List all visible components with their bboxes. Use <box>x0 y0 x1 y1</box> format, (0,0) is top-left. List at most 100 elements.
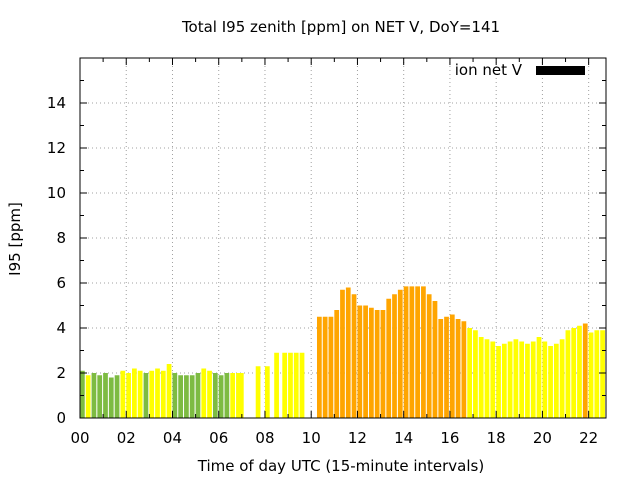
bar <box>565 330 571 418</box>
bar <box>212 373 218 418</box>
bar <box>421 286 426 418</box>
bar <box>432 301 438 418</box>
bar <box>449 314 455 418</box>
legend: ion net V <box>455 61 585 79</box>
bar <box>438 319 444 418</box>
y-tick-label: 12 <box>47 139 66 157</box>
bar <box>582 323 588 418</box>
bar <box>328 316 334 418</box>
bar <box>103 373 108 418</box>
bar <box>409 286 415 418</box>
bar <box>80 370 85 418</box>
y-tick-label: 6 <box>56 274 66 292</box>
bar <box>357 305 363 418</box>
bar <box>322 316 328 418</box>
bar <box>363 305 368 418</box>
bar <box>126 373 131 418</box>
y-axis-label: I95 [ppm] <box>6 202 24 276</box>
x-tick-label: 08 <box>255 429 274 447</box>
x-axis-label: Time of day UTC (15-minute intervals) <box>197 457 484 475</box>
bar <box>542 341 548 418</box>
bar <box>172 373 178 418</box>
x-tick-label: 00 <box>70 429 89 447</box>
bar <box>299 352 305 418</box>
bar <box>274 352 279 418</box>
bar <box>91 373 97 418</box>
x-tick-label: 16 <box>440 429 459 447</box>
bars <box>80 286 605 418</box>
bar <box>559 339 565 418</box>
bar <box>507 341 513 418</box>
bar <box>114 375 120 418</box>
x-tick-label: 04 <box>163 429 182 447</box>
x-tick-label: 20 <box>533 429 552 447</box>
bar <box>490 341 496 418</box>
y-tick-label: 8 <box>56 229 66 247</box>
bar <box>137 370 143 418</box>
bar <box>577 325 582 418</box>
bar <box>264 366 270 418</box>
x-tick-label: 22 <box>579 429 598 447</box>
bar <box>519 341 525 418</box>
y-tick-label: 2 <box>56 364 66 382</box>
bar <box>467 328 473 418</box>
y-tick-label: 4 <box>56 319 66 337</box>
bar <box>236 373 241 418</box>
bar <box>340 289 345 418</box>
bar <box>392 294 397 418</box>
bar <box>351 294 357 418</box>
bar <box>293 352 299 418</box>
bar <box>288 352 293 418</box>
bar <box>530 341 536 418</box>
bar <box>386 298 392 418</box>
bar <box>97 375 103 418</box>
bar <box>415 286 420 418</box>
bar <box>380 310 386 418</box>
bar <box>143 373 149 418</box>
bar <box>184 375 189 418</box>
bar <box>553 343 559 418</box>
bar <box>426 294 432 418</box>
bar <box>178 375 184 418</box>
bar <box>594 330 600 418</box>
bar <box>600 330 605 418</box>
x-tick-label: 12 <box>348 429 367 447</box>
x-tick-label: 02 <box>117 429 136 447</box>
bar <box>496 346 501 418</box>
y-tick-label: 0 <box>56 409 66 427</box>
bar <box>588 332 594 418</box>
bar <box>461 321 467 418</box>
bar <box>108 377 114 418</box>
bar <box>548 346 553 418</box>
bar <box>85 375 91 418</box>
bar <box>155 368 160 418</box>
bar <box>230 373 236 418</box>
bar <box>132 368 137 418</box>
bar <box>525 343 530 418</box>
bar <box>255 366 261 418</box>
x-tick-label: 14 <box>394 429 413 447</box>
bar <box>207 370 212 418</box>
x-tick-label: 10 <box>302 429 321 447</box>
bar <box>455 319 461 418</box>
bar <box>238 373 244 418</box>
y-tick-label: 14 <box>47 94 66 112</box>
bar <box>369 307 374 418</box>
bar <box>201 368 207 418</box>
bar <box>316 316 322 418</box>
bar <box>166 364 172 418</box>
legend-label: ion net V <box>455 61 523 79</box>
bar <box>484 339 490 418</box>
bar <box>189 375 195 418</box>
bar <box>345 287 351 418</box>
bar <box>218 375 224 418</box>
x-tick-label: 06 <box>209 429 228 447</box>
bar <box>571 328 577 418</box>
bar <box>473 330 478 418</box>
bar <box>374 310 380 418</box>
bar <box>536 337 542 418</box>
bar <box>501 343 507 418</box>
bar <box>334 310 340 418</box>
bar <box>478 337 484 418</box>
bar <box>120 370 126 418</box>
